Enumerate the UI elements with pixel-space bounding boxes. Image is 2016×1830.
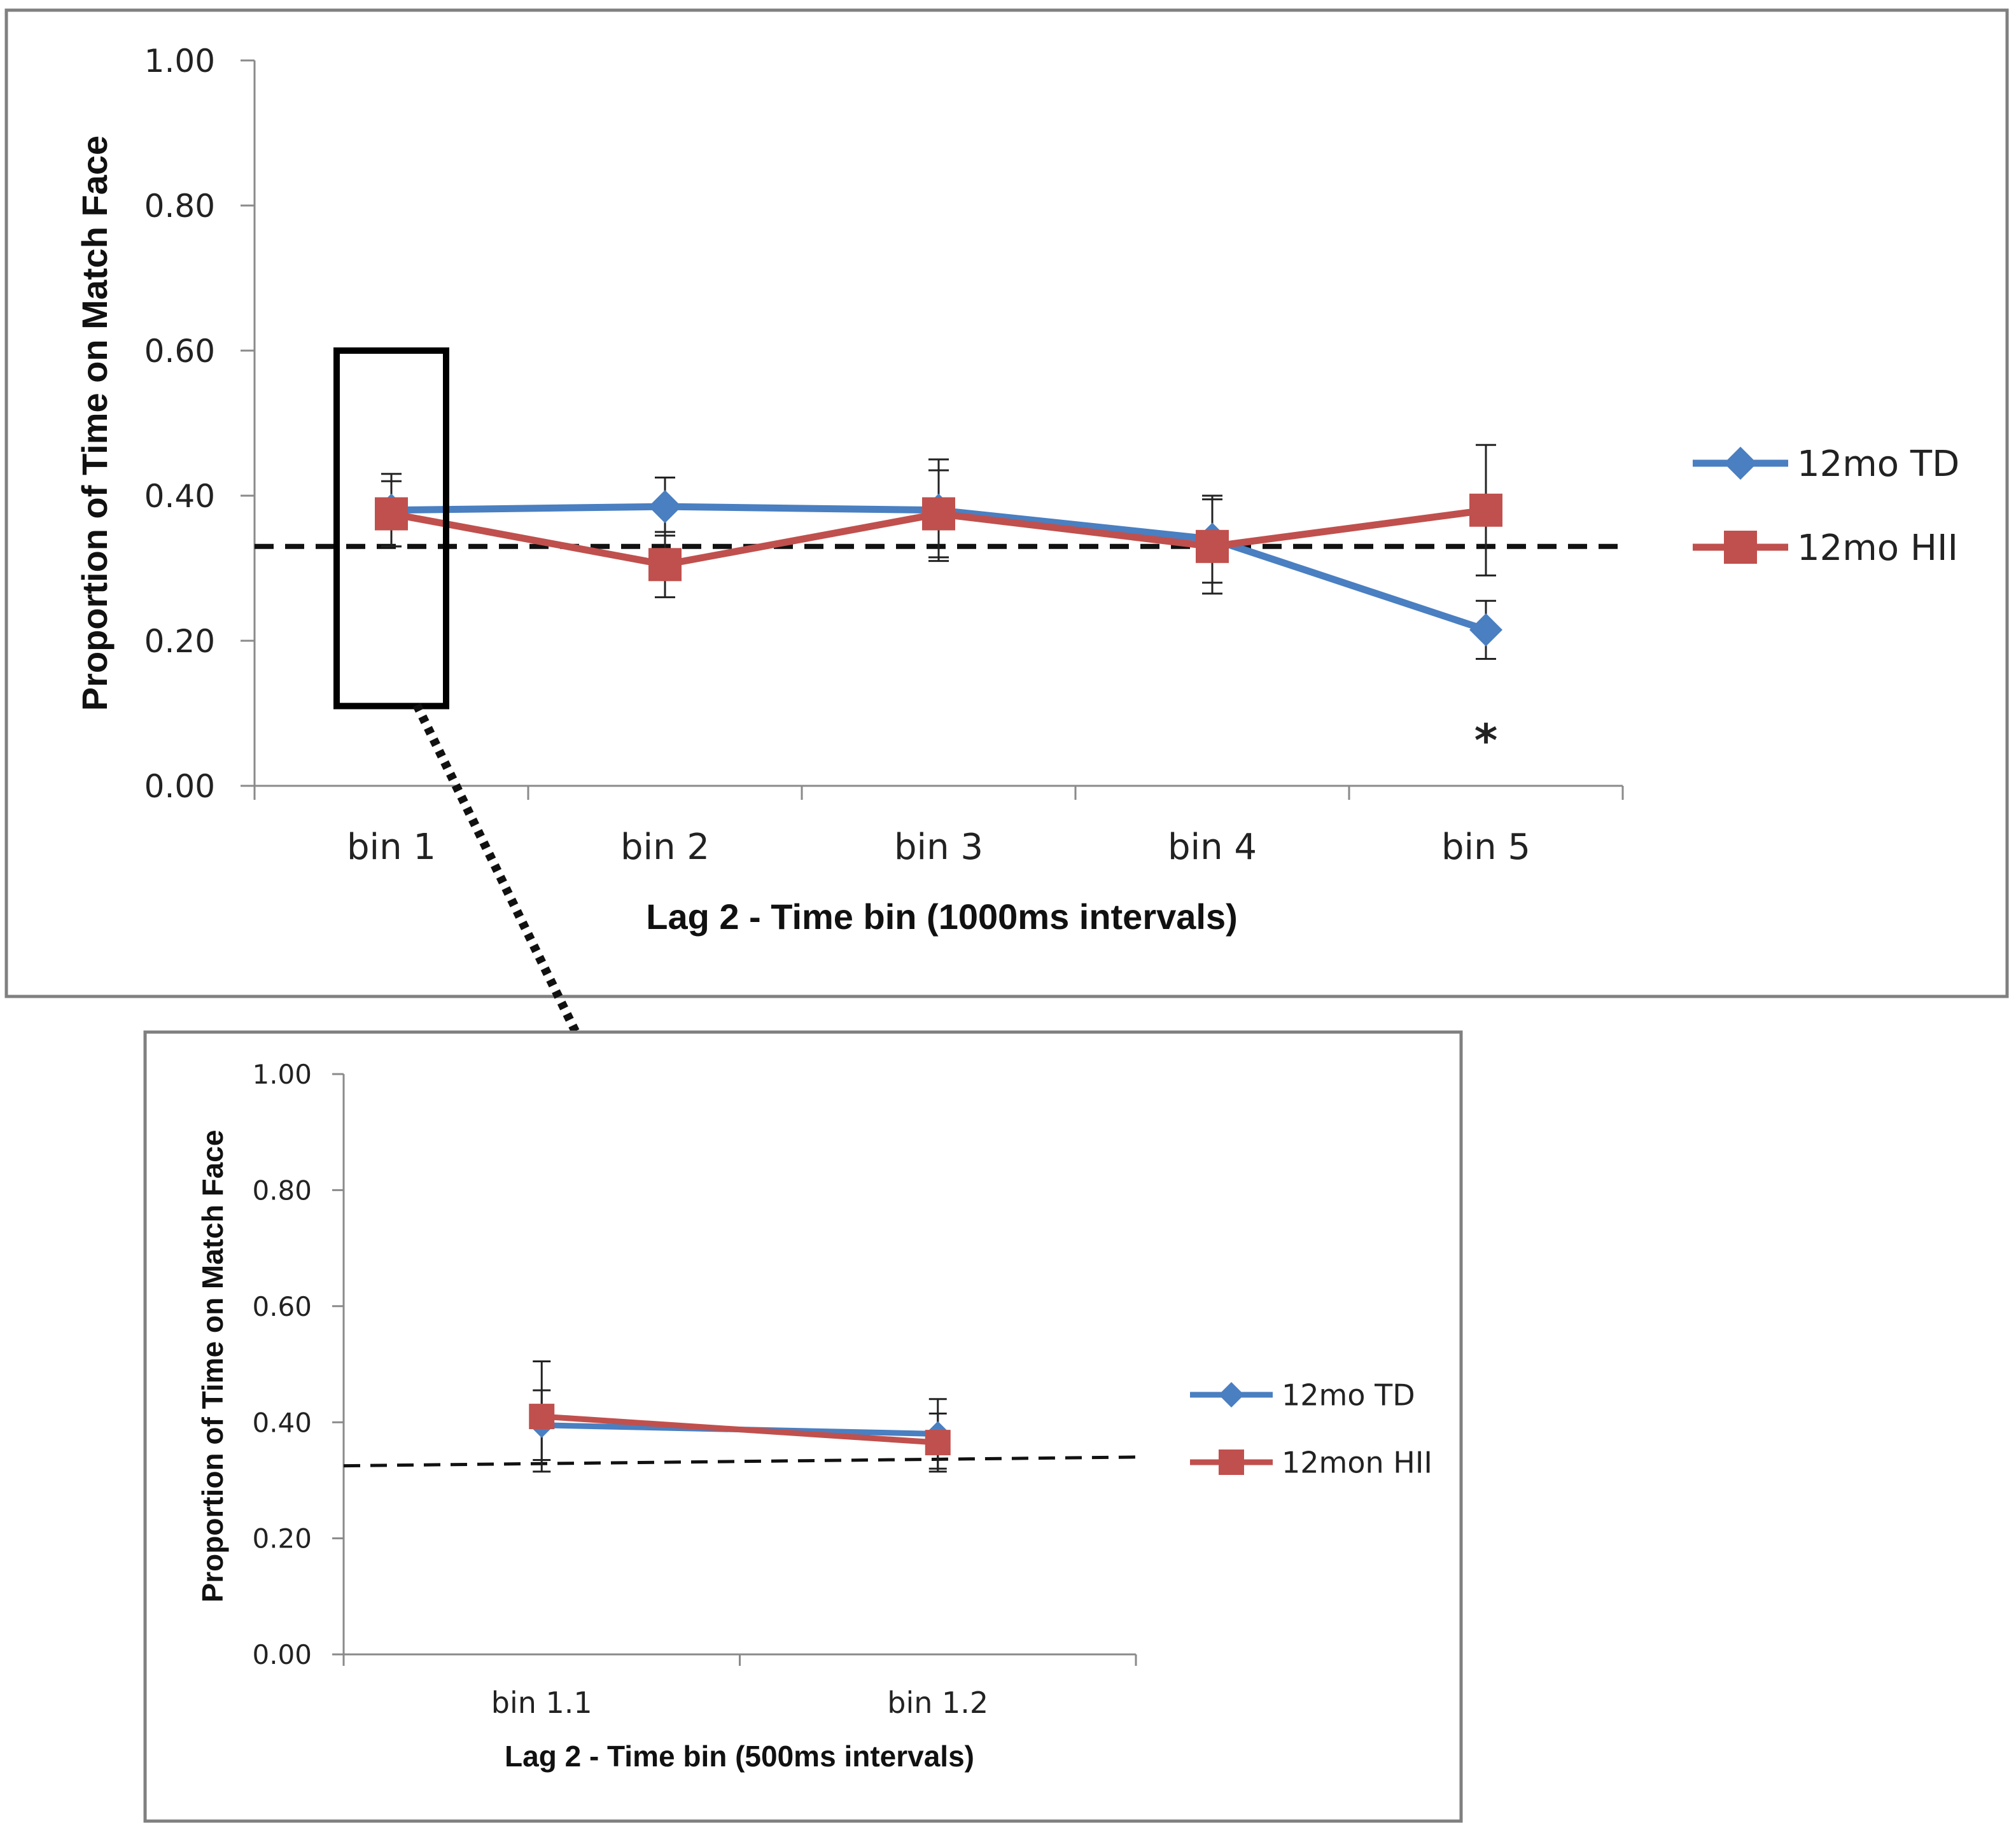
inset-legend-marker-hii	[1219, 1449, 1244, 1475]
main-x-tick-label: bin 2	[620, 827, 710, 868]
inset-y-tick-label: 0.80	[252, 1175, 312, 1206]
main-chart-frame	[4, 8, 2009, 998]
inset-plot-area: 0.00 0.20 0.40 0.60 0.80 1.00 bin 1.1 bin 1.2	[252, 1059, 1137, 1720]
inset-y-tick-label: 0.00	[252, 1639, 312, 1670]
inset-point-hii	[529, 1404, 555, 1430]
inset-point-hii	[925, 1430, 951, 1456]
main-y-tick-label: 1.00	[144, 43, 215, 80]
main-x-tick-label: bin 1	[347, 827, 436, 868]
main-y-tick-label: 0.40	[144, 478, 215, 515]
main-plot-area: 0.00 0.20 0.40 0.60 0.80 1.00 bin 1 bin 2 bin 3 b…	[144, 43, 1624, 868]
inset-x-tick-label: bin 1.1	[491, 1686, 592, 1720]
main-legend-label-1: 12mo HII	[1797, 527, 1958, 569]
inset-y-tick-label: 1.00	[252, 1059, 312, 1090]
inset-y-tick-label: 0.40	[252, 1407, 312, 1438]
main-point-hii	[648, 548, 682, 582]
main-y-tick-label: 0.80	[144, 188, 215, 225]
main-chart: 0.00 0.20 0.40 0.60 0.80 1.00 bin 1 bin 2 bin 3 b…	[4, 8, 2009, 998]
inset-legend-marker-td	[1219, 1382, 1244, 1407]
main-y-tick-label: 0.00	[144, 768, 215, 805]
inset-legend: 12mo TD 12mon HII	[1190, 1378, 1432, 1480]
zoom-arrow-line	[412, 702, 660, 1199]
main-point-td	[648, 490, 682, 524]
main-legend-marker-td	[1724, 447, 1757, 480]
main-point-hii	[922, 497, 955, 531]
main-point-hii	[1469, 493, 1502, 527]
main-legend: 12mo TD 12mo HII	[1693, 444, 1959, 569]
main-legend-label-0: 12mo TD	[1797, 444, 1959, 485]
main-point-hii	[1196, 529, 1229, 563]
inset-chart: 0.00 0.20 0.40 0.60 0.80 1.00 bin 1.1 bin 1.2 1…	[143, 1030, 1463, 1823]
main-y-tick-label: 0.60	[144, 333, 215, 370]
main-x-tick-label: bin 4	[1168, 827, 1257, 868]
main-point-hii	[375, 497, 408, 531]
main-legend-marker-hii	[1724, 531, 1757, 564]
main-x-tick-label: bin 5	[1441, 827, 1530, 868]
inset-chart-frame	[143, 1030, 1463, 1823]
main-x-tick-label: bin 3	[894, 827, 983, 868]
main-y-axis-title: Proportion of Time on Match Face	[74, 136, 115, 711]
main-significance-star: *	[1474, 715, 1498, 767]
main-point-td	[1469, 613, 1502, 646]
inset-x-tick-label: bin 1.2	[887, 1686, 988, 1720]
main-y-tick-label: 0.20	[144, 623, 215, 660]
inset-x-axis-title: Lag 2 - Time bin (500ms intervals)	[505, 1740, 974, 1773]
inset-y-axis-title: Proportion of Time on Match Face	[196, 1130, 229, 1603]
inset-y-tick-label: 0.60	[252, 1291, 312, 1322]
inset-y-tick-label: 0.20	[252, 1523, 312, 1554]
inset-legend-label-0: 12mo TD	[1282, 1378, 1415, 1413]
main-highlight-box	[333, 347, 449, 709]
main-x-axis-title: Lag 2 - Time bin (1000ms intervals)	[646, 897, 1238, 937]
inset-series-line-1	[541, 1413, 939, 1446]
inset-legend-label-1: 12mon HII	[1282, 1446, 1432, 1480]
